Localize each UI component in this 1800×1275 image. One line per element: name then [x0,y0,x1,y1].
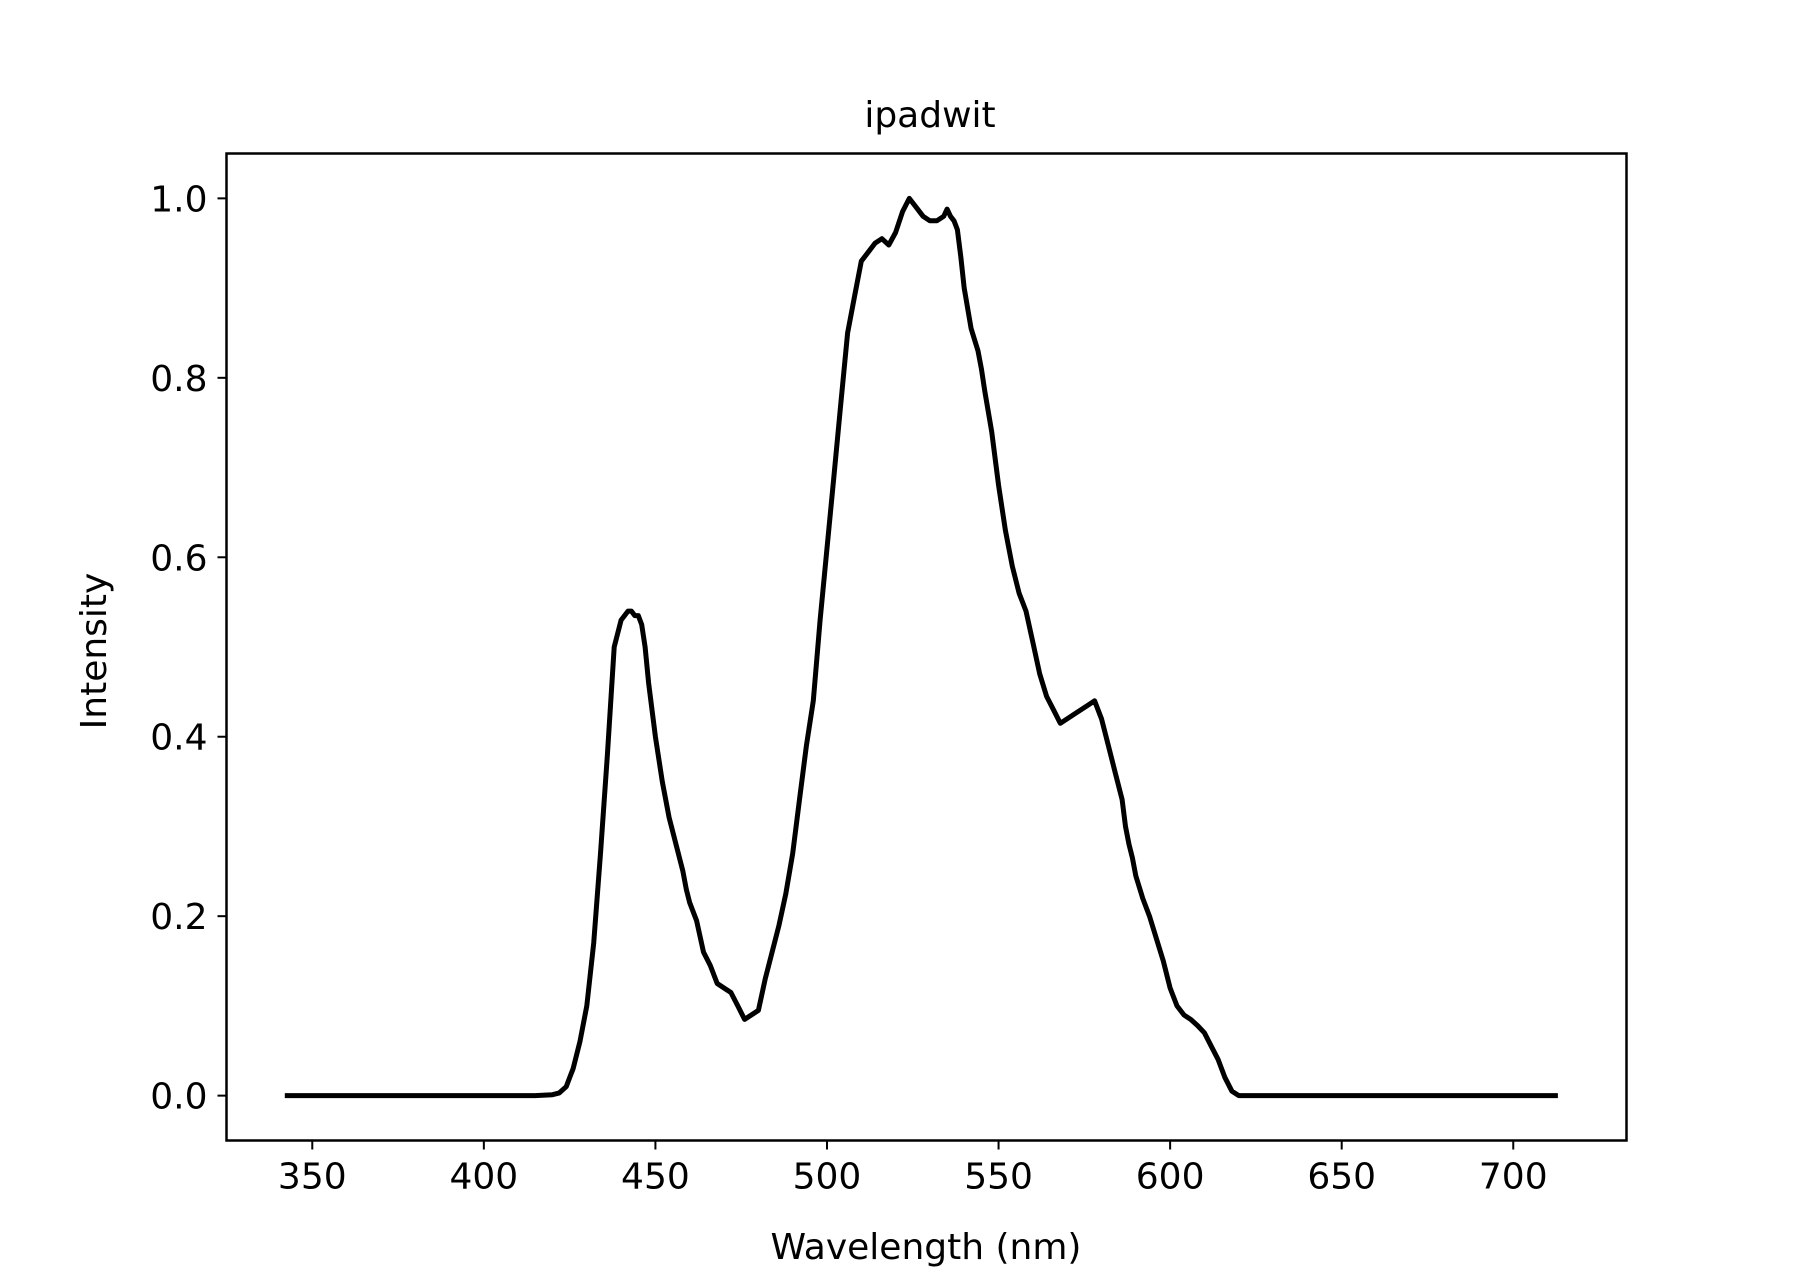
x-tick-label: 450 [621,1157,690,1198]
y-tick-label: 0.4 [150,718,207,759]
y-tick-label: 0.6 [150,538,207,579]
chart-title: ipadwit [864,95,995,136]
y-tick-label: 1.0 [150,179,207,220]
x-tick-label: 350 [278,1157,347,1198]
x-axis-label: Wavelength (nm) [771,1227,1082,1268]
x-tick-label: 550 [964,1157,1033,1198]
y-tick-label: 0.2 [150,897,207,938]
x-tick-label: 700 [1479,1157,1548,1198]
y-axis-label: Intensity [74,573,115,730]
x-tick-label: 600 [1136,1157,1205,1198]
x-tick-label: 500 [793,1157,862,1198]
y-axis-ticks: 0.0 0.2 0.4 0.6 0.8 1.0 [150,179,227,1118]
x-tick-label: 650 [1307,1157,1376,1198]
y-tick-label: 0.8 [150,359,207,400]
spectrum-line [284,195,1558,1099]
x-tick-label: 400 [449,1157,518,1198]
y-tick-label: 0.0 [150,1077,207,1118]
plot-frame [225,152,1628,1142]
x-axis-ticks: 350 400 450 500 550 600 650 700 [278,1140,1548,1198]
plot-area: 350 400 450 500 550 600 650 700 0.0 0.2 0.4 0.6 0.8… [150,152,1628,1198]
